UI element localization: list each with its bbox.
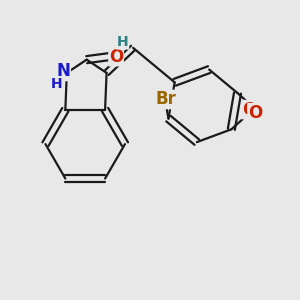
Text: H: H bbox=[117, 35, 129, 49]
Text: O: O bbox=[242, 100, 256, 118]
Text: H: H bbox=[51, 77, 62, 91]
Text: N: N bbox=[56, 62, 70, 80]
Text: Br: Br bbox=[155, 91, 176, 109]
Text: O: O bbox=[109, 48, 123, 66]
Text: O: O bbox=[248, 104, 262, 122]
